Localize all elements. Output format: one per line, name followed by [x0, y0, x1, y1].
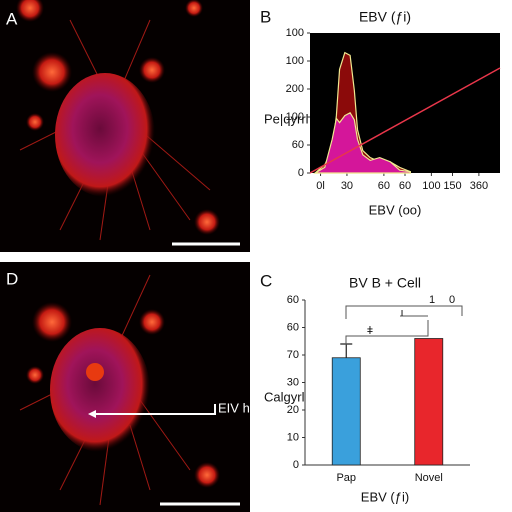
annotation: EIV hes [218, 400, 264, 415]
micrograph-a [0, 0, 250, 252]
x-axis-label: EBV (ƒi) [361, 489, 409, 504]
line [309, 67, 501, 174]
y-tick-label: 0 [293, 459, 299, 471]
x-tick-label: Pap [336, 472, 356, 484]
area [313, 112, 411, 174]
panel-label: A [6, 9, 18, 28]
y-tick-label: 30 [287, 376, 299, 388]
bracket [345, 305, 463, 345]
chart-title: EBV (ƒi) [359, 9, 411, 25]
x-tick-label: 100 [422, 180, 440, 192]
y-tick-label: 0 [298, 167, 304, 179]
panel-label: C [260, 271, 272, 290]
x-tick-label: 0l [316, 180, 325, 192]
panel-label: D [6, 269, 18, 288]
y-tick-label: 10 [287, 431, 299, 443]
error-bar [340, 343, 353, 358]
y-tick-label: 70 [287, 349, 299, 361]
annotation: ı [400, 307, 403, 319]
y-tick-label: 60 [287, 321, 299, 333]
y-tick-label: 200 [286, 83, 304, 95]
annotation: 0 [449, 294, 455, 306]
annotation: 1 [429, 294, 435, 306]
micrograph-d [0, 262, 250, 512]
y-tick-label: 100 [286, 27, 304, 39]
bar [331, 357, 361, 466]
y-tick-label: 100 [286, 55, 304, 67]
y-tick-label: 60 [292, 139, 304, 151]
x-axis-label: EBV (oo) [369, 202, 422, 217]
annotation: ǂ [367, 325, 373, 337]
x-tick-label: 60 [378, 180, 390, 192]
panel-label: B [260, 7, 271, 26]
x-tick-label: Novel [415, 472, 443, 484]
y-axis-label: Pe|qyrrl [264, 111, 309, 126]
chart-title: BV B + Cell [349, 275, 421, 291]
y-axis-label: Calgyrl [264, 389, 305, 404]
x-tick-label: 60 [399, 180, 411, 192]
y-tick-label: 60 [287, 294, 299, 306]
bar [414, 338, 444, 466]
x-tick-label: 30 [341, 180, 353, 192]
x-tick-label: 360 [470, 180, 488, 192]
x-tick-label: 150 [443, 180, 461, 192]
y-tick-label: 20 [287, 404, 299, 416]
y-tick-label: 100 [286, 111, 304, 123]
